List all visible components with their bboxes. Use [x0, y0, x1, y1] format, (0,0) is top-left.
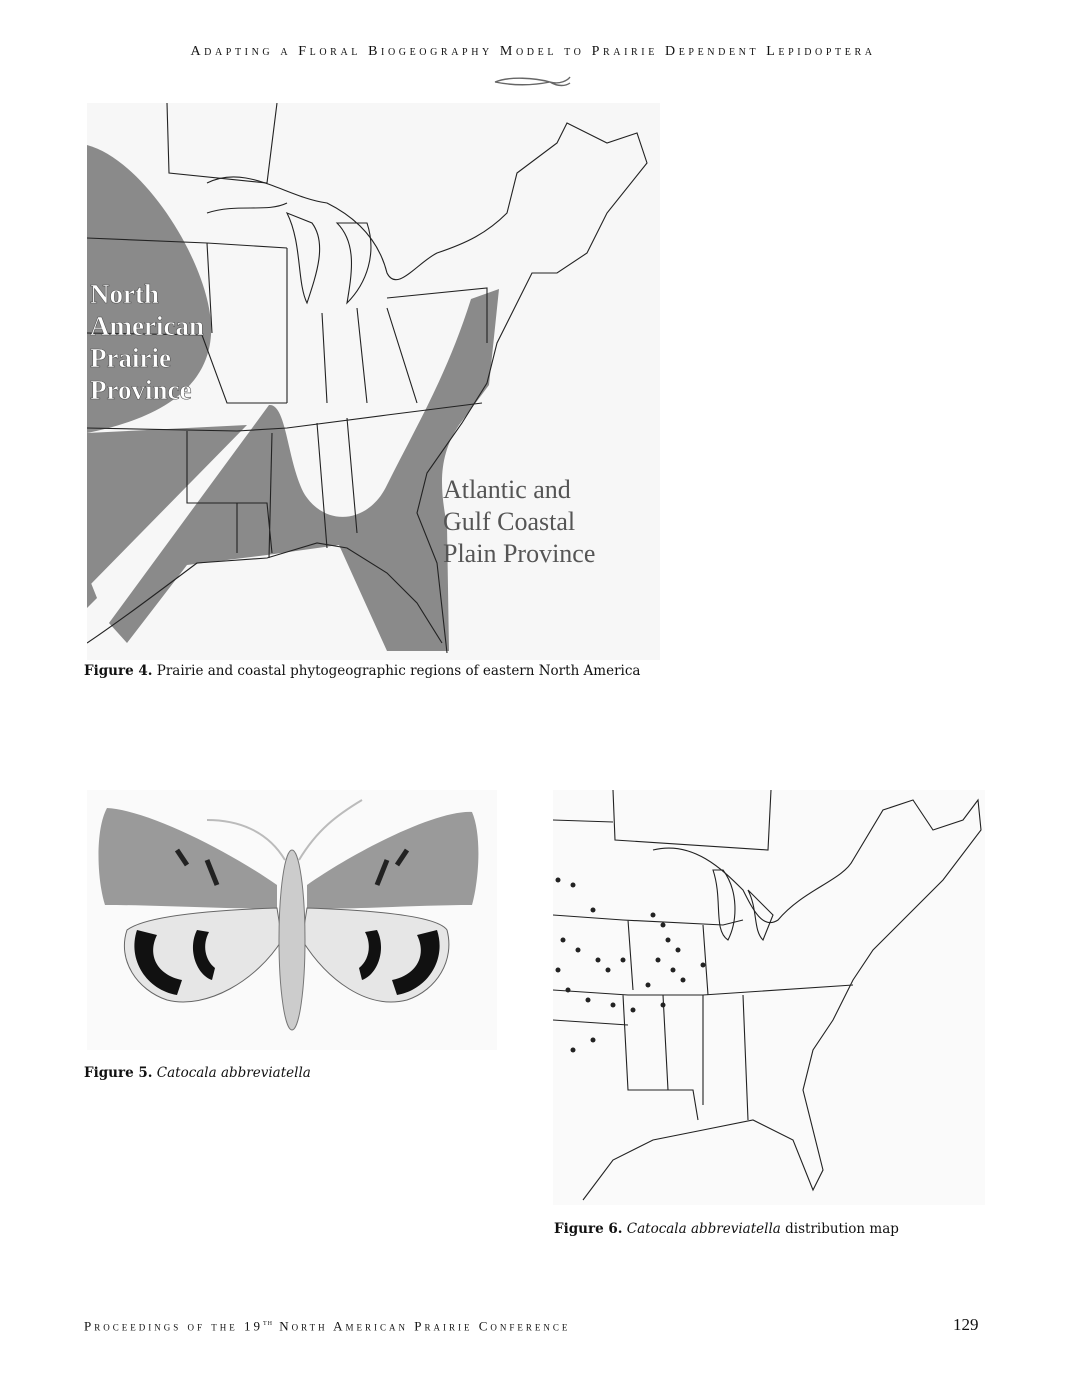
figure-6-map [553, 790, 985, 1205]
running-footer: Proceedings of the 19th North American P… [84, 1318, 570, 1334]
caption-label: Figure 5. [84, 1065, 153, 1081]
prairie-label: North American Prairie Province [90, 279, 205, 406]
running-header: Adapting a Floral Biogeography Model to … [190, 44, 876, 59]
ornament [494, 76, 571, 87]
figure-4-map: North American Prairie Province Atlantic… [87, 103, 660, 660]
page-number: 129 [953, 1315, 979, 1334]
map-label-line: Province [90, 375, 191, 405]
map-label-line: Prairie [90, 343, 171, 373]
caption-text: Prairie and coastal phytogeographic regi… [156, 663, 641, 679]
caption-label: Figure 6. [554, 1221, 623, 1237]
figure-6-caption: Figure 6. Catocala abbreviatella distrib… [554, 1221, 899, 1237]
figure-4-caption: Figure 4. Prairie and coastal phytogeogr… [84, 663, 640, 679]
figure-5-moth [87, 790, 497, 1050]
map-label-line: Plain Province [443, 539, 595, 568]
footer-superscript: th [262, 1318, 273, 1327]
coastal-label: Atlantic and Gulf Coastal Plain Province [443, 475, 595, 568]
figure-5-caption: Figure 5. Catocala abbreviatella [84, 1065, 311, 1081]
map-label-line: North [90, 279, 159, 309]
footer-text: Proceedings of the 19 [84, 1318, 263, 1334]
caption-text: distribution map [785, 1221, 899, 1237]
map-label-line: American [90, 311, 204, 341]
map-label-line: Gulf Coastal [443, 507, 575, 536]
footer-text: North American Prairie Conference [279, 1318, 571, 1334]
caption-text: Catocala abbreviatella [156, 1065, 311, 1081]
caption-italic: Catocala abbreviatella [626, 1221, 781, 1237]
map-label-line: Atlantic and [443, 475, 571, 504]
caption-label: Figure 4. [84, 663, 153, 679]
